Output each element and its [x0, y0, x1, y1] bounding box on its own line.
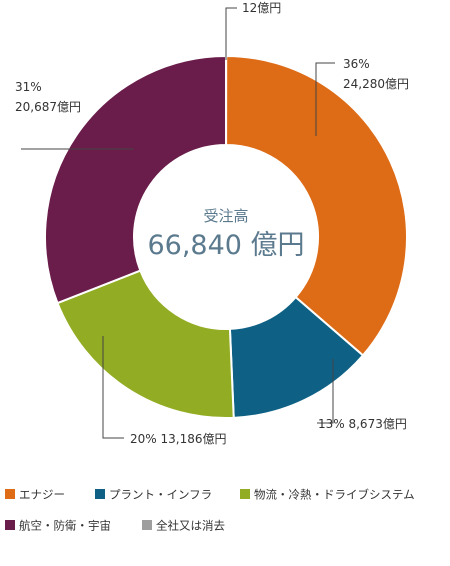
percent-label-4: 31%: [15, 80, 42, 94]
slice-3: [56, 269, 235, 419]
legend-label-4: 全社又は消去: [156, 519, 225, 533]
value-label-1: 24,280億円: [343, 77, 409, 91]
leader-lines: [21, 7, 335, 439]
legend-swatch-0: [5, 489, 15, 499]
legend-label-1: プラント・インフラ: [109, 488, 212, 502]
value-label-4: 20,687億円: [15, 100, 81, 114]
value-label-3: 20% 13,186億円: [130, 432, 226, 446]
legend-label-0: エナジー: [19, 488, 65, 502]
legend-swatch-2: [240, 489, 250, 499]
leader-2: [317, 359, 334, 424]
leader-1: [315, 62, 335, 136]
percent-label-1: 36%: [343, 57, 370, 71]
donut-slices: [44, 54, 408, 419]
slice-4: [44, 54, 227, 305]
legend-label-2: 物流・冷熱・ドライブシステム: [254, 488, 415, 502]
value-label-2: 13% 8,673億円: [318, 417, 407, 431]
legend-label-3: 航空・防衛・宇宙: [19, 519, 111, 533]
slice-1: [225, 54, 408, 357]
center-title: 受注高: [203, 207, 248, 225]
legend-swatch-4: [142, 520, 152, 530]
legend-swatch-3: [5, 520, 15, 530]
leader-3: [102, 336, 124, 439]
legend-swatch-1: [95, 489, 105, 499]
value-label-0: 12億円: [242, 1, 281, 15]
leader-0: [225, 7, 237, 60]
slice-labels: 12億円 36% 24,280億円 13% 8,673億円 20% 13,186億円 31…: [15, 1, 409, 446]
center-value: 66,840 億円: [147, 230, 304, 261]
